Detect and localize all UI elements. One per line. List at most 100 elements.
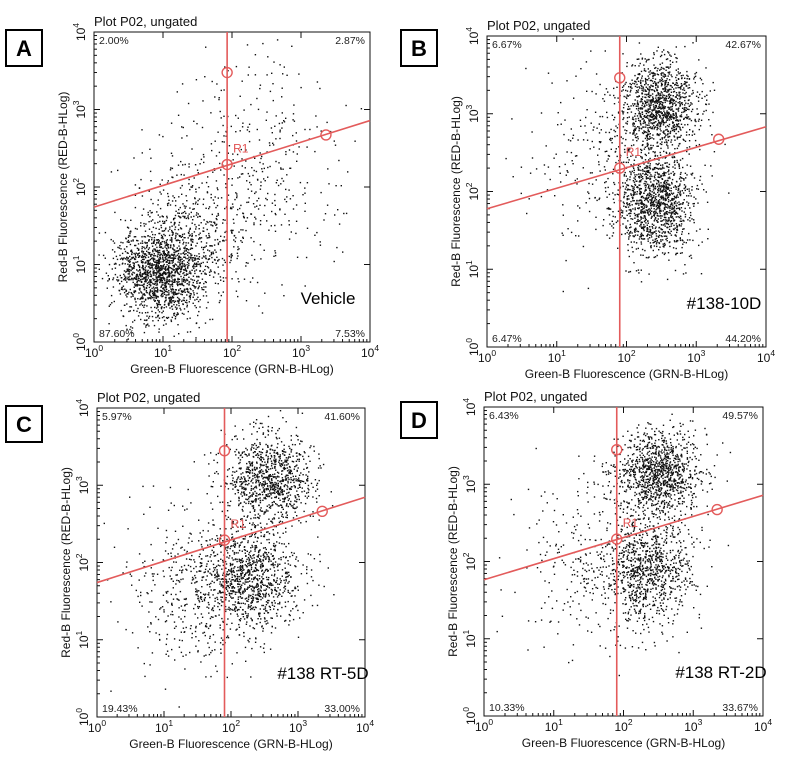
event-dot <box>646 209 648 212</box>
event-dot <box>238 281 240 283</box>
event-dot <box>179 268 182 270</box>
event-dot <box>634 125 636 128</box>
event-dot <box>627 95 630 97</box>
event-dot <box>188 264 190 267</box>
event-dot <box>204 246 206 248</box>
event-dot <box>660 68 662 70</box>
event-dot <box>194 254 196 257</box>
event-dot <box>125 276 127 278</box>
event-dot <box>171 281 173 283</box>
event-dot <box>662 116 665 118</box>
event-dot <box>354 140 356 142</box>
event-dot <box>647 165 649 167</box>
event-dot <box>141 195 144 197</box>
event-dot <box>641 57 644 59</box>
event-dot <box>635 227 637 229</box>
event-dot <box>623 85 625 87</box>
event-dot <box>651 128 653 130</box>
event-dot <box>208 207 210 210</box>
event-dot <box>168 252 170 254</box>
event-dot <box>690 110 693 113</box>
event-dot <box>673 207 676 209</box>
event-dot <box>144 271 146 273</box>
event-dot <box>616 193 619 195</box>
event-dot <box>184 264 186 266</box>
event-dot <box>137 270 139 272</box>
event-dot <box>246 217 249 219</box>
event-dot <box>171 277 173 279</box>
event-dot <box>646 224 648 226</box>
event-dot <box>652 96 654 98</box>
event-dot <box>635 202 637 205</box>
event-dot <box>642 80 644 82</box>
event-dot <box>675 235 677 237</box>
event-dot <box>219 241 221 243</box>
event-dot <box>651 110 654 112</box>
event-dot <box>688 118 690 120</box>
panel-letter: A <box>16 36 32 61</box>
event-dot <box>614 130 617 133</box>
event-dot <box>665 80 668 82</box>
event-dot <box>199 237 201 239</box>
event-dot <box>158 270 160 272</box>
event-dot <box>196 282 198 284</box>
event-dot <box>164 278 166 280</box>
event-dot <box>648 90 651 92</box>
event-dot <box>653 115 655 118</box>
event-dot <box>660 182 662 184</box>
event-dot <box>658 106 661 109</box>
event-dot <box>187 254 189 256</box>
event-dot <box>642 122 644 125</box>
event-dot <box>137 279 139 282</box>
event-dot <box>217 273 220 275</box>
event-dot <box>244 167 246 169</box>
event-dot <box>183 237 185 239</box>
event-dot <box>147 235 149 237</box>
event-dot <box>667 114 670 116</box>
event-dot <box>165 282 168 284</box>
event-dot <box>627 149 629 151</box>
event-dot <box>626 90 629 92</box>
event-dot <box>146 242 148 244</box>
event-dot <box>257 208 260 210</box>
event-dot <box>699 228 701 230</box>
event-dot <box>274 250 276 252</box>
event-dot <box>675 223 678 225</box>
event-dot <box>153 248 155 250</box>
gate-handle[interactable] <box>221 158 233 171</box>
event-dot <box>215 251 217 253</box>
event-dot <box>156 246 158 249</box>
event-dot <box>624 129 626 131</box>
event-dot <box>177 301 179 303</box>
event-dot <box>656 88 658 91</box>
event-dot <box>242 173 244 175</box>
event-dot <box>678 203 680 206</box>
event-dot <box>164 234 166 237</box>
event-dot <box>199 299 201 301</box>
event-dot <box>641 149 643 151</box>
event-dot <box>126 296 128 298</box>
event-dot <box>642 211 644 213</box>
event-dot <box>154 299 157 302</box>
event-dot <box>694 73 696 75</box>
event-dot <box>140 281 143 283</box>
event-dot <box>160 306 163 309</box>
event-dot <box>238 231 240 233</box>
event-dot <box>685 102 687 104</box>
event-dot <box>132 267 134 269</box>
gate-handle[interactable] <box>221 66 233 79</box>
event-dot <box>653 101 655 103</box>
event-dot <box>285 153 287 156</box>
gate-handle[interactable] <box>320 129 332 141</box>
event-dot <box>632 235 634 237</box>
event-dot <box>634 231 636 233</box>
event-dot <box>179 240 181 242</box>
event-dot <box>172 296 175 299</box>
event-dot <box>159 281 161 283</box>
event-dot <box>235 114 237 117</box>
event-dot <box>140 256 143 258</box>
event-dot <box>644 197 646 199</box>
event-dot <box>698 118 700 120</box>
event-dot <box>693 196 695 198</box>
event-dot <box>143 276 145 279</box>
